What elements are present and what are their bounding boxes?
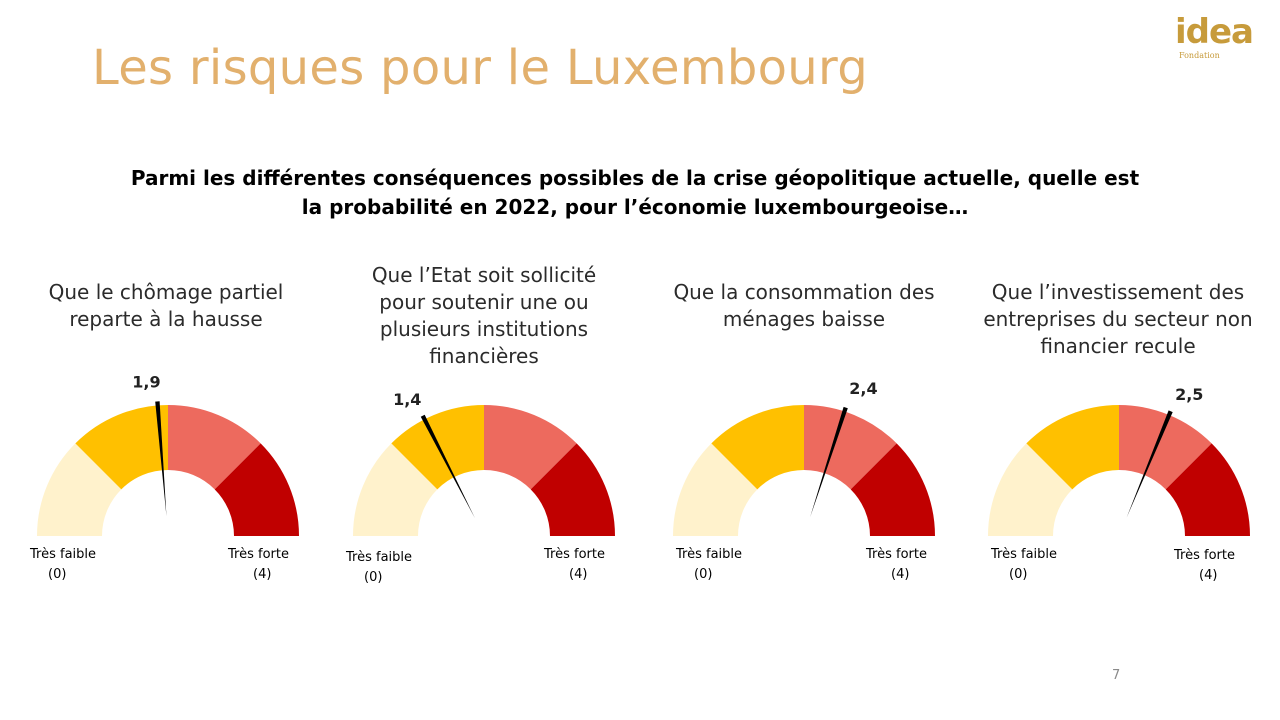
gauge-max-value: (4) [253, 567, 271, 582]
page-title: Les risques pour le Luxembourg [92, 40, 868, 96]
gauge-2-label: Que l’Etat soit sollicité pour soutenir … [338, 262, 630, 370]
gauge-min-value: (0) [694, 567, 712, 582]
gauge-2-label-line: Que l’Etat soit sollicité [371, 263, 597, 287]
gauge-1-label-line: Que le chômage partiel [48, 280, 284, 304]
gauge-min-value: (0) [48, 567, 66, 582]
gauge-needle [155, 401, 167, 517]
gauge-zone-4 [850, 443, 935, 536]
gauge-zone-1 [353, 443, 438, 536]
gauge-2-label-line: pour soutenir une ou [379, 290, 589, 314]
gauge-1-label-line: reparte à la hausse [69, 307, 263, 331]
gauge-zone-2 [75, 405, 168, 490]
gauge-needle [810, 406, 848, 517]
gauge-2: 1,4 Très faible (0) Très forte (4) [345, 390, 615, 585]
gauge-zone-4 [214, 443, 299, 536]
gauge-4-label-line: financier recule [1040, 334, 1196, 358]
gauge-zone-1 [673, 443, 758, 536]
gauge-zone-3 [484, 405, 577, 490]
gauge-1: 1,9 Très faible (0) Très forte (4) [29, 372, 299, 582]
gauge-max-value: (4) [891, 567, 909, 582]
gauge-max-value: (4) [1199, 568, 1217, 583]
question-line-1: Parmi les différentes conséquences possi… [130, 166, 1140, 190]
gauge-max-value: (4) [569, 567, 587, 582]
survey-question: Parmi les différentes conséquences possi… [90, 164, 1180, 222]
gauge-needle [420, 414, 475, 519]
logo-wordmark: idea [1175, 12, 1254, 52]
gauge-max-label: Très forte [865, 547, 927, 562]
gauge-2-label-line: financières [429, 344, 539, 368]
gauge-needle [1126, 410, 1173, 518]
gauge-value-label: 2,4 [849, 379, 877, 398]
gauge-zone-1 [988, 443, 1073, 536]
gauge-value-label: 1,9 [132, 372, 160, 391]
gauge-min-label: Très faible [345, 550, 412, 565]
gauge-4-label-line: entreprises du secteur non [983, 307, 1253, 331]
gauge-zone-1 [37, 443, 122, 536]
gauge-value-label: 2,5 [1175, 385, 1203, 404]
page-number: 7 [1112, 668, 1121, 683]
gauge-zone-4 [1165, 443, 1250, 536]
gauge-3-label-line: Que la consommation des [673, 280, 935, 304]
gauge-min-label: Très faible [675, 547, 742, 562]
gauge-zone-2 [711, 405, 804, 490]
gauge-min-label: Très faible [29, 547, 96, 562]
gauge-max-label: Très forte [227, 547, 289, 562]
gauge-3-label-line: ménages baisse [722, 307, 886, 331]
gauge-min-value: (0) [1009, 567, 1027, 582]
gauge-3: 2,4 Très faible (0) Très forte (4) [673, 379, 935, 582]
gauge-zone-4 [530, 443, 615, 536]
gauge-2-label-line: plusieurs institutions [379, 317, 589, 341]
gauge-min-label: Très faible [990, 547, 1057, 562]
gauge-zone-2 [1026, 405, 1119, 490]
gauge-3-label: Que la consommation des ménages baisse [658, 279, 950, 333]
gauge-zone-3 [804, 405, 897, 490]
gauge-zone-3 [1119, 405, 1212, 490]
gauge-4-label: Que l’investissement des entreprises du … [962, 279, 1274, 360]
gauge-max-label: Très forte [543, 547, 605, 562]
logo-subtitle: Fondation [1179, 51, 1220, 60]
question-line-2: la probabilité en 2022, pour l’économie … [301, 195, 969, 219]
gauge-min-value: (0) [364, 570, 382, 585]
gauge-4-label-line: Que l’investissement des [991, 280, 1245, 304]
gauge-1-label: Que le chômage partiel reparte à la haus… [20, 279, 312, 333]
gauge-4: 2,5 Très faible (0) Très forte (4) [988, 385, 1250, 583]
gauge-max-label: Très forte [1173, 548, 1235, 563]
idea-logo: idea Fondation [1175, 12, 1267, 72]
gauge-zone-3 [168, 405, 261, 490]
gauge-value-label: 1,4 [393, 390, 421, 409]
